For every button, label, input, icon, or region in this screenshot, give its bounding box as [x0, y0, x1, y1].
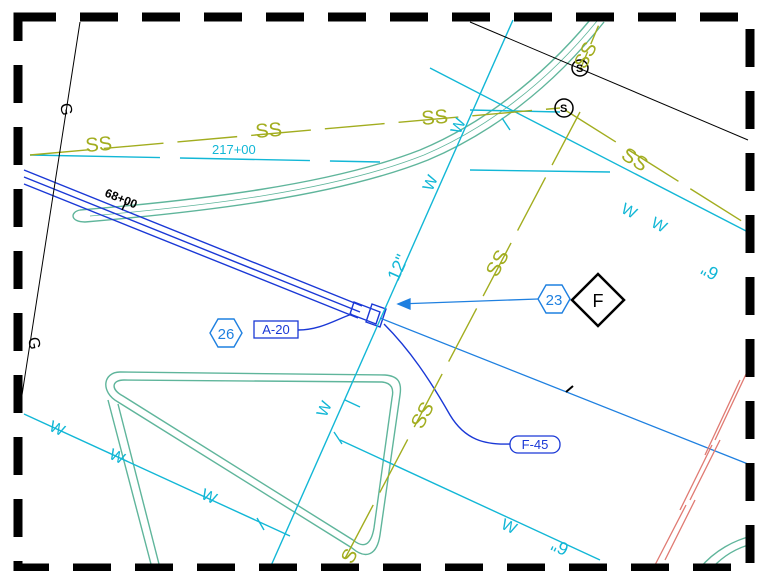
tag-f45-box: [509, 435, 561, 454]
label-g-1: G: [56, 102, 75, 117]
island-inner: [113, 379, 394, 546]
label-ss-1: SS: [85, 133, 114, 157]
hatch-1: [714, 369, 749, 441]
water-lower-2: [339, 439, 601, 561]
pipe-line-c: [23, 183, 359, 319]
manhole-s-circle: [554, 98, 574, 118]
label-w-2: W: [648, 215, 670, 238]
label-w-7: W: [314, 398, 336, 420]
diamond-f-shape: [570, 272, 626, 328]
water-right-branch: [469, 109, 561, 113]
water-valve-2: [333, 431, 343, 445]
gas-lines: [21, 21, 749, 396]
callout-hex-23: 23: [537, 284, 571, 314]
label-manhole-s: S: [560, 103, 567, 115]
manhole-s2-circle: [571, 59, 589, 77]
pipe-line-b: [23, 176, 361, 313]
gas-top-right: [469, 21, 749, 141]
island-outer: [105, 371, 402, 556]
utility-lines: [379, 298, 749, 465]
label-ss-5: SS: [482, 246, 514, 280]
water-lines: [23, 19, 749, 569]
label-station-main: 217+00: [212, 142, 256, 157]
hex-26-shape: [209, 318, 243, 348]
sewer-right: [564, 109, 749, 226]
island-left-leg-2: [117, 403, 161, 569]
tag-f45-text: F-45: [522, 437, 549, 452]
hatch-4: [679, 444, 713, 511]
water-main-12: [269, 19, 514, 569]
sewer-diagonal: [339, 111, 581, 569]
pipe-fitting-box: [365, 303, 387, 328]
curb-lines: [72, 19, 753, 569]
callout-tag-a20: A-20: [253, 320, 299, 339]
leader-a20: [297, 313, 353, 331]
curb-curve-outer-2: [89, 20, 598, 217]
pipe-fitting: [349, 301, 381, 325]
sewer-upper: [29, 107, 561, 156]
gas-labels: G G: [24, 102, 75, 351]
diamond-f-text: F: [593, 291, 604, 311]
label-ss-4: SS: [617, 144, 651, 177]
curb-curve-outer: [79, 19, 591, 211]
hex-23-text: 23: [546, 292, 563, 309]
sheet-border: [13, 12, 755, 571]
water-upper: [429, 67, 749, 233]
hatch-3: [689, 439, 721, 501]
manholes: [554, 59, 589, 118]
tag-a20-text: A-20: [262, 322, 289, 337]
label-pipe-size-6a: 6": [698, 259, 722, 284]
hex-26-text: 26: [218, 326, 235, 343]
label-w-9: W: [198, 486, 220, 508]
curb-curve-end: [72, 209, 86, 223]
hatch-2: [704, 379, 741, 456]
sewer-lines: [29, 21, 749, 569]
leader-arrow-23: [397, 298, 539, 305]
hatch-5: [664, 499, 696, 561]
label-w-3: W: [420, 172, 442, 194]
water-centerline: [29, 154, 381, 163]
water-valve-3: [256, 517, 265, 531]
label-ss-2: SS: [255, 119, 284, 143]
hex-23-shape: [537, 284, 571, 314]
hatch-6: [654, 504, 687, 566]
leader-arrowhead: [396, 298, 411, 310]
station-tick: [121, 201, 127, 211]
sewer-top: [579, 21, 601, 71]
label-manhole-s2: S: [576, 63, 583, 75]
callout-diamond-f: F: [570, 272, 626, 328]
water-labels: W W W W W W W W W 217+00 12" 6" 6": [46, 115, 722, 559]
utility-diagonal: [379, 317, 749, 465]
label-g-2: G: [24, 336, 43, 351]
label-w-5: W: [46, 418, 68, 440]
island-left-leg: [107, 399, 153, 569]
water-valve-1: [501, 117, 511, 131]
curb-curve-inner: [84, 21, 605, 223]
callout-tag-f45: F-45: [509, 435, 561, 454]
utility-tick: [565, 385, 574, 393]
pipe-run: [23, 169, 511, 445]
tag-a20-box: [253, 320, 299, 339]
label-ss-3: SS: [421, 106, 450, 130]
label-pipe-size-6b: 6": [548, 534, 571, 559]
manhole-labels: S S: [560, 63, 583, 115]
sewer-labels: SS SS SS SS SS SS SS S: [85, 38, 652, 567]
label-w-8: W: [498, 516, 520, 538]
water-mid-1: [344, 399, 361, 408]
gas-left: [21, 21, 81, 396]
leader-f45: [383, 323, 511, 445]
label-ss-7: SS: [570, 38, 602, 72]
hatch-lines: [654, 369, 749, 566]
water-centerline-2: [469, 169, 611, 173]
corner-curb: [699, 535, 753, 569]
label-ss-6: SS: [407, 398, 439, 432]
label-w-1: W: [618, 201, 640, 224]
callout-hex-26: 26: [209, 318, 243, 348]
pipe-line-a: [23, 169, 363, 307]
water-lower: [23, 413, 291, 537]
